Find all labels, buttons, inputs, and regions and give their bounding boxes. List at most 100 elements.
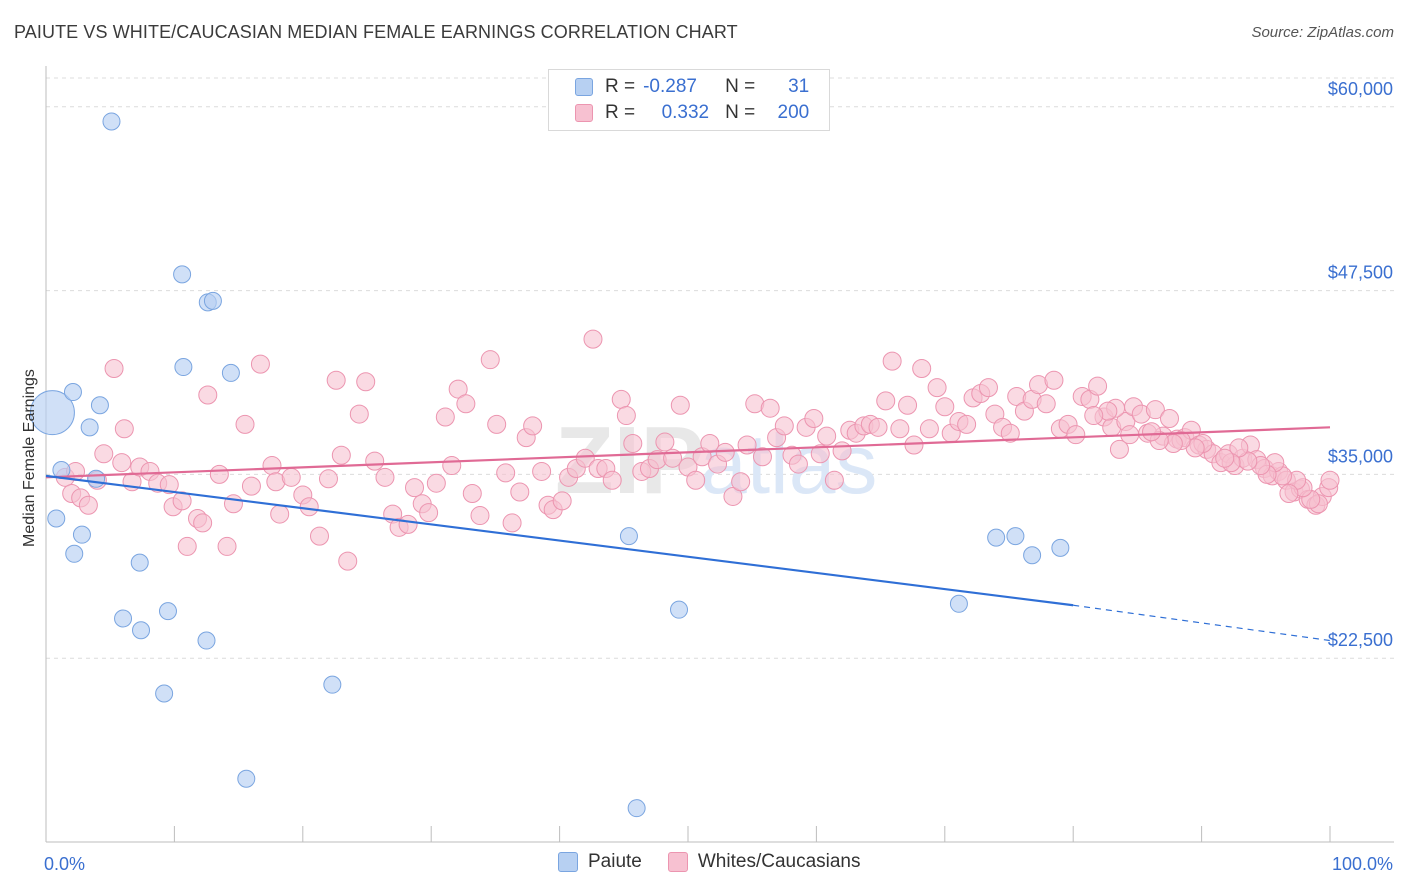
paiute-point — [132, 621, 151, 640]
paiute-point — [627, 799, 646, 818]
x-tick-label-start: 0.0% — [44, 854, 85, 874]
white-point — [832, 441, 852, 461]
white-point — [419, 503, 439, 523]
paiute-point — [221, 363, 240, 382]
white-point — [583, 329, 603, 349]
white-point — [338, 551, 358, 571]
white-point — [356, 372, 376, 392]
y-tick-label: $60,000 — [1328, 79, 1393, 99]
y-tick-label: $47,500 — [1328, 263, 1393, 283]
white-point — [223, 494, 243, 514]
white-point — [1084, 406, 1104, 426]
paiute-trend-line — [45, 474, 1074, 607]
paiute-point — [87, 469, 106, 488]
white-point — [904, 435, 924, 455]
white-point — [670, 395, 690, 415]
paiute-point — [619, 527, 638, 546]
white-point — [575, 448, 595, 468]
white-point — [523, 416, 543, 436]
y-axis-label: Median Female Earnings — [21, 369, 38, 547]
paiute-point — [29, 390, 75, 436]
white-point — [198, 385, 218, 405]
white-point — [1215, 448, 1235, 468]
white-point — [94, 444, 114, 464]
legend-white-label: Whites/Caucasians — [697, 851, 861, 872]
white-point — [1279, 483, 1299, 503]
white-point — [326, 370, 346, 390]
white-point — [752, 447, 772, 467]
white-point — [470, 506, 490, 526]
white-point — [309, 526, 329, 546]
legend-row-white: R = 0.332 N = 200 — [575, 101, 809, 125]
white-point — [1109, 439, 1129, 459]
paiute-point — [949, 594, 968, 613]
white-point — [159, 475, 179, 495]
white-point — [172, 491, 192, 511]
white-point — [448, 379, 468, 399]
paiute-point — [174, 358, 193, 377]
y-tick-label: $22,500 — [1328, 630, 1393, 650]
paiute-point — [114, 609, 133, 628]
white-point — [375, 467, 395, 487]
trend-lines — [45, 426, 1331, 642]
paiute-point — [72, 525, 91, 544]
paiute-point — [65, 544, 84, 563]
paiute-points — [29, 112, 1070, 818]
white-point — [927, 378, 947, 398]
white-point — [426, 473, 446, 493]
paiute-point — [63, 383, 82, 402]
white-point — [104, 359, 124, 379]
paiute-point — [203, 291, 222, 310]
paiute-point — [323, 675, 342, 694]
white-point — [731, 472, 751, 492]
y-tick-label: $35,000 — [1328, 446, 1393, 466]
paiute-point — [987, 528, 1006, 547]
white-point — [510, 482, 530, 502]
legend-white-r-label: R = — [605, 102, 636, 123]
white-point — [532, 461, 552, 481]
legend-paiute-r-label: R = — [605, 76, 636, 97]
white-point — [1160, 409, 1179, 429]
legend-item-white[interactable]: Whites/Caucasians — [667, 851, 861, 873]
legend-paiute-n-value: 31 — [788, 76, 810, 97]
white-point — [957, 414, 977, 434]
white-legend-swatch — [667, 852, 688, 872]
paiute-point — [130, 553, 149, 572]
white-point — [655, 432, 675, 452]
white-point — [623, 434, 643, 454]
legend-white-n-value: 200 — [777, 102, 810, 123]
white-point — [1044, 370, 1064, 390]
white-point — [112, 453, 132, 473]
white-point — [824, 470, 844, 490]
x-tick-label-end: 100.0% — [1332, 854, 1393, 874]
white-point — [715, 442, 735, 462]
white-point — [435, 407, 455, 427]
paiute-point — [155, 684, 174, 703]
white-point — [1036, 394, 1056, 414]
paiute-trend-extension — [1073, 604, 1331, 642]
legend-paiute-label: Paiute — [588, 851, 642, 872]
white-point — [890, 419, 910, 439]
paiute-point — [158, 602, 177, 621]
white-point — [398, 514, 418, 534]
paiute-point — [90, 396, 109, 415]
chart-title: PAIUTE VS WHITE/CAUCASIAN MEDIAN FEMALE … — [14, 22, 738, 42]
paiute-point — [47, 509, 66, 528]
white-point — [1229, 438, 1249, 458]
white-point — [496, 463, 516, 483]
white-point — [177, 536, 197, 556]
white-point — [1088, 376, 1108, 396]
white-point — [723, 486, 743, 506]
white-point — [331, 445, 351, 465]
white-point — [868, 417, 888, 437]
white-point — [788, 454, 808, 474]
white-points — [55, 329, 1340, 571]
paiute-point — [102, 112, 121, 131]
source-label: Source: ZipAtlas.com — [1251, 24, 1394, 41]
white-point — [912, 359, 932, 379]
white-point — [935, 397, 955, 417]
white-point — [502, 513, 522, 533]
series-legend: Paiute Whites/Caucasians — [558, 851, 887, 873]
legend-item-paiute[interactable]: Paiute — [558, 851, 642, 873]
